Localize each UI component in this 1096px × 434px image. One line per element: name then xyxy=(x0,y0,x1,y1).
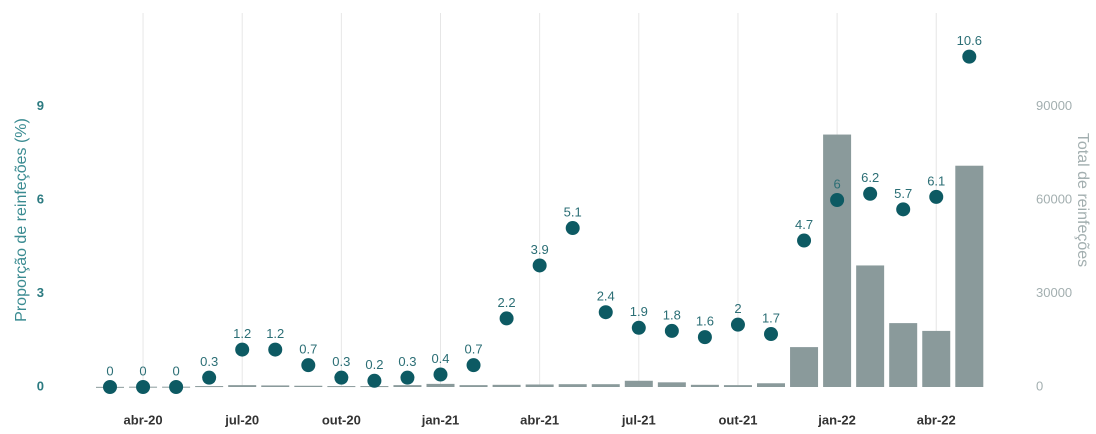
dot xyxy=(202,370,217,385)
dot xyxy=(103,380,117,394)
value-label: 6 xyxy=(833,176,840,191)
value-label: 0 xyxy=(172,363,179,378)
value-label: 1.2 xyxy=(266,326,284,341)
y-tick-label: 3 xyxy=(37,285,44,300)
bar xyxy=(393,385,422,387)
dot xyxy=(896,202,911,217)
dot xyxy=(400,370,415,385)
y-axis-title: Proporção de reinfeções (%) xyxy=(13,118,30,322)
dot xyxy=(499,311,514,326)
bar xyxy=(624,380,653,387)
value-label: 5.1 xyxy=(564,204,582,219)
dot xyxy=(830,193,845,207)
value-label: 4.7 xyxy=(795,217,813,232)
x-tick-label: abr-20 xyxy=(124,412,163,427)
x-tick-label: out-20 xyxy=(322,412,361,427)
bar xyxy=(955,165,984,387)
dot xyxy=(962,49,977,64)
dot xyxy=(664,323,679,338)
dot xyxy=(466,358,481,373)
value-label: 0.7 xyxy=(465,342,483,357)
y2-tick-label: 90000 xyxy=(1036,98,1072,113)
bar xyxy=(558,384,587,387)
dot xyxy=(532,258,547,273)
dot xyxy=(136,380,151,394)
bar xyxy=(327,386,356,388)
bar xyxy=(823,134,852,387)
dot xyxy=(764,327,778,342)
y-tick-label: 0 xyxy=(37,378,44,393)
value-label: 2 xyxy=(734,301,741,316)
dot xyxy=(697,330,712,345)
x-tick-label: jul-20 xyxy=(224,412,259,427)
value-label: 6.2 xyxy=(861,170,879,185)
bar xyxy=(492,384,521,387)
value-label: 1.9 xyxy=(630,304,648,319)
bar xyxy=(889,323,918,387)
value-label: 6.1 xyxy=(927,173,945,188)
bar xyxy=(922,330,951,387)
bar xyxy=(790,347,819,387)
dot xyxy=(301,358,316,373)
value-label: 2.2 xyxy=(498,295,516,310)
value-label: 0.4 xyxy=(431,351,449,366)
value-label: 2.4 xyxy=(597,289,615,304)
dot xyxy=(169,380,184,394)
value-label: 0.3 xyxy=(200,354,218,369)
dot xyxy=(730,317,745,332)
bar xyxy=(294,385,323,387)
value-label: 1.7 xyxy=(762,310,780,325)
value-label: 5.7 xyxy=(894,186,912,201)
value-label: 1.2 xyxy=(233,326,251,341)
y2-axis-title: Total de reinfeções xyxy=(1074,133,1091,267)
bar xyxy=(657,382,686,387)
y2-tick-label: 60000 xyxy=(1036,191,1072,206)
x-tick-label: abr-21 xyxy=(520,412,559,427)
dot xyxy=(631,320,646,335)
bar xyxy=(591,384,620,387)
y-tick-label: 9 xyxy=(37,98,44,113)
bar xyxy=(228,385,257,387)
dot xyxy=(929,189,944,204)
dot xyxy=(433,367,448,382)
bar xyxy=(261,385,290,387)
dot xyxy=(565,221,580,236)
x-tick-label: out-21 xyxy=(718,412,757,427)
value-label: 0 xyxy=(106,363,113,378)
dot xyxy=(334,370,349,385)
bar xyxy=(690,384,719,387)
bar xyxy=(757,383,785,387)
dot xyxy=(268,342,283,357)
value-label: 1.6 xyxy=(696,314,714,329)
value-label: 10.6 xyxy=(957,33,982,48)
value-label: 0.7 xyxy=(299,342,317,357)
bar xyxy=(426,383,455,387)
bar xyxy=(856,265,885,387)
value-label: 3.9 xyxy=(531,242,549,257)
value-label: 0 xyxy=(139,363,146,378)
x-tick-label: jul-21 xyxy=(621,412,656,427)
value-label: 0.3 xyxy=(332,354,350,369)
value-label: 0.3 xyxy=(398,354,416,369)
x-tick-label: abr-22 xyxy=(917,412,956,427)
bar xyxy=(723,385,752,387)
dot xyxy=(863,186,878,201)
value-label: 0.2 xyxy=(365,357,383,372)
dot xyxy=(797,233,812,248)
x-tick-label: jan-22 xyxy=(817,412,856,427)
bar xyxy=(525,384,554,387)
value-label: 1.8 xyxy=(663,307,681,322)
bar xyxy=(195,386,224,388)
dot xyxy=(235,342,250,357)
bar xyxy=(459,385,488,387)
y2-tick-label: 30000 xyxy=(1036,285,1072,300)
dot xyxy=(367,373,382,388)
x-tick-label: jan-21 xyxy=(421,412,460,427)
dot xyxy=(598,305,613,320)
y2-tick-label: 0 xyxy=(1036,378,1043,393)
y-tick-label: 6 xyxy=(37,191,44,206)
